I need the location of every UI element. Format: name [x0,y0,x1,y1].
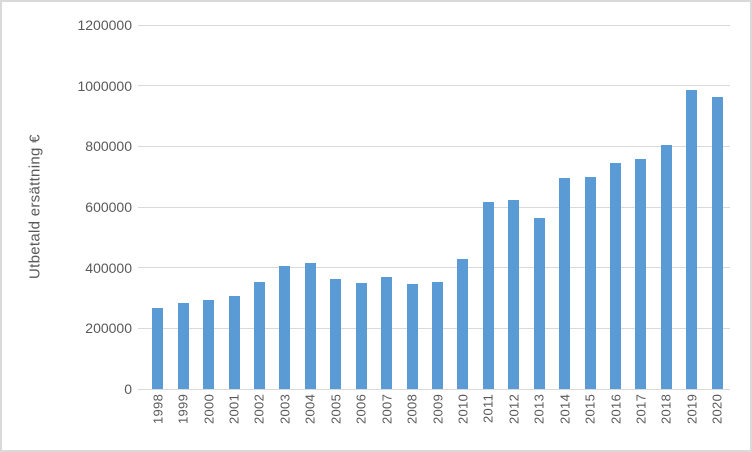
bar-2017 [635,159,647,389]
bar-2018 [660,145,672,389]
x-tick-label: 2016 [608,394,624,425]
x-tick-label: 2008 [404,394,420,425]
bar-2001 [228,295,240,389]
x-tick-label: 2001 [226,394,242,425]
x-tick-label: 2009 [430,394,445,425]
x-tick-label: 2018 [658,394,674,425]
x-tick-label: 2011 [480,394,496,424]
y-tick-label: 200000 [85,320,132,337]
x-axis-line [138,388,730,390]
gridline [138,85,730,87]
gridline [138,24,730,26]
bar-2003 [279,266,291,389]
x-tick-label: 2017 [633,394,649,425]
y-tick-label: 1200000 [77,17,132,33]
gridline [138,267,730,269]
bar-2011 [482,202,494,389]
bar-2002 [253,281,265,389]
gridline [138,145,730,147]
y-tick-label: 0 [124,381,132,397]
x-tick-label: 2003 [277,394,293,425]
x-tick-label: 2007 [379,394,395,425]
y-tick-label: 1000000 [77,77,132,94]
x-tick-label: 2020 [709,394,725,425]
bar-2006 [355,283,367,389]
bar-2007 [381,276,393,389]
y-tick-label: 600000 [85,199,132,215]
x-tick-label: 1998 [150,394,166,425]
bar-2008 [406,284,418,389]
x-tick-label: 2002 [251,394,267,425]
bar-1998 [152,307,164,389]
x-tick-label: 2014 [557,394,573,425]
x-tick-label: 2019 [684,394,700,425]
x-tick-label: 2013 [531,394,547,425]
bar-2012 [508,200,520,389]
bar-2019 [686,90,698,389]
bar-2013 [533,218,545,389]
bar-2015 [584,176,596,389]
x-tick-label: 2004 [302,394,318,425]
bar-2004 [304,263,316,389]
bar-1999 [177,303,189,389]
gridline [138,206,730,208]
bar-2000 [203,300,215,389]
bar-2010 [457,258,469,389]
x-tick-label: 2005 [328,394,344,425]
x-tick-label: 2015 [582,394,598,425]
x-tick-label: 2000 [201,394,217,425]
y-tick-label: 400000 [85,259,132,276]
bar-2009 [432,282,443,389]
x-tick-label: 2012 [506,394,522,425]
bar-2020 [711,96,723,389]
x-tick-label: 2006 [353,394,369,425]
x-tick-label: 2010 [455,394,471,425]
bar-2016 [610,163,622,389]
bar-2014 [559,178,571,389]
y-tick-label: 800000 [85,138,132,155]
bar-2005 [330,278,342,389]
x-tick-label: 1999 [175,394,191,425]
